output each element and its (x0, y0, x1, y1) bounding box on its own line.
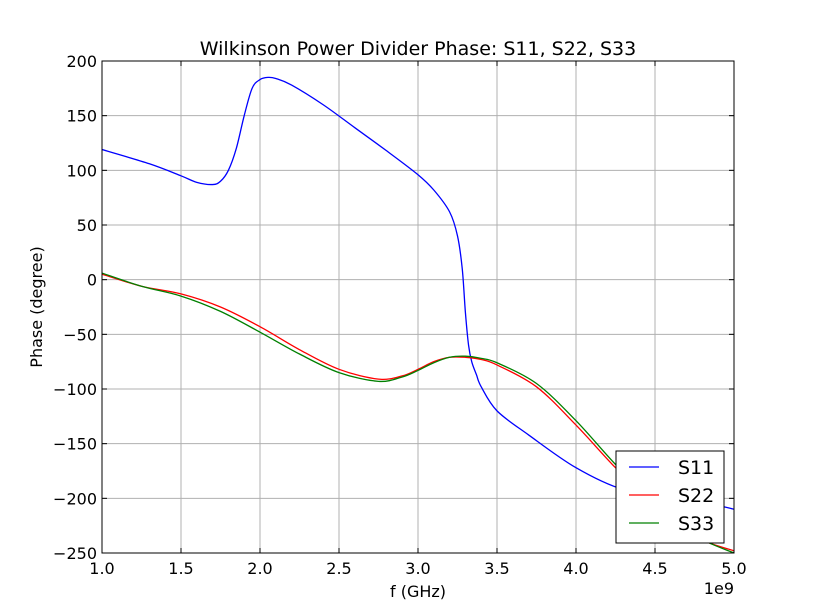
y-tick-label: 200 (66, 52, 97, 71)
y-tick-label: 150 (66, 107, 97, 126)
series-line-s11 (102, 76, 734, 510)
x-axis-label: f (GHz) (390, 582, 446, 601)
series-line-s22 (102, 273, 734, 552)
grid-layer (101, 60, 735, 554)
x-offset-label: 1e9 (704, 579, 734, 598)
tick-layer: 1.0 1.5 2.0 2.5 3.0 3.5 4.0 4.5 5.0 200 150 100 50 0 −… (53, 52, 747, 578)
x-tick-label: 3.0 (405, 559, 430, 578)
x-tick-label: 1.5 (168, 559, 193, 578)
legend: S11 S22 S33 (615, 450, 725, 544)
series-layer (102, 76, 734, 553)
legend-label-s11: S11 (678, 457, 714, 479)
x-tick-label: 4.5 (642, 559, 667, 578)
legend-label-s33: S33 (678, 513, 714, 535)
x-tick-label: 2.0 (247, 559, 272, 578)
legend-entries: S11 S22 S33 (629, 457, 714, 535)
y-tick-label: −50 (63, 325, 97, 344)
y-tick-label: −100 (53, 380, 97, 399)
y-tick-label: −250 (53, 544, 97, 563)
y-tick-label: −150 (53, 435, 97, 454)
y-tick-label: 100 (66, 161, 97, 180)
y-tick-label: −200 (53, 489, 97, 508)
x-tick-label: 3.5 (484, 559, 509, 578)
series-line-s33 (102, 272, 734, 553)
legend-box (615, 450, 725, 544)
x-tick-label: 5.0 (721, 559, 746, 578)
x-tick-label: 2.5 (326, 559, 351, 578)
x-tick-label: 4.0 (563, 559, 588, 578)
chart-title: Wilkinson Power Divider Phase: S11, S22,… (200, 38, 636, 60)
y-tick-label: 50 (77, 216, 97, 235)
x-tick-label: 1.0 (89, 559, 114, 578)
legend-label-s22: S22 (678, 485, 714, 507)
y-axis-label: Phase (degree) (27, 246, 46, 367)
y-tick-label: 0 (87, 271, 97, 290)
